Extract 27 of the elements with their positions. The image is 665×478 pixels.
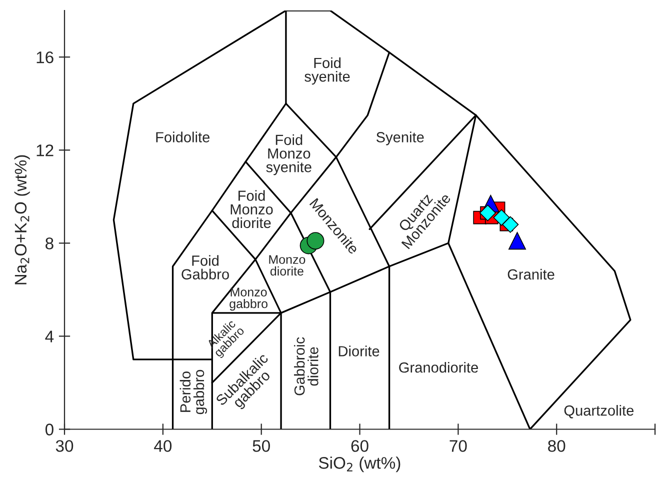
annotation: Granite [508, 268, 554, 280]
annotation: Monzo diorite [269, 255, 306, 276]
x-tick-label: 40 [154, 440, 172, 452]
x-tick-label: 70 [450, 440, 467, 452]
annotation: Foid Monzo syenite [266, 134, 312, 176]
y-tick-label: 8 [46, 238, 54, 250]
annotation: Foid Monzo diorite [230, 190, 273, 228]
x-tick-label: 50 [252, 440, 270, 452]
annotation: Perido gabbro [180, 370, 208, 414]
annotation: Quartzolite [564, 405, 634, 418]
annotation: Foidolite [156, 132, 210, 142]
y-tick-label: 4 [45, 330, 54, 342]
x-tick-label: 60 [351, 440, 368, 452]
annotation: Foid Gabbro [182, 255, 229, 280]
x-axis-title: SiO$_{2}$ (wt%) [318, 456, 400, 472]
annotation: Monzo gabbro [230, 288, 268, 311]
annotation: Granodiorite [399, 362, 478, 373]
y-tick-label: 16 [36, 51, 54, 64]
annotation: Diorite [338, 346, 380, 356]
y-axis-title: Na$_{2}$O+K$_{2}$O (wt%) [14, 155, 30, 284]
annotation: Syenite [376, 132, 424, 146]
y-tick-label: 0 [45, 424, 54, 436]
annotation: Foid syenite [304, 57, 350, 85]
y-tick-label: 12 [36, 144, 54, 156]
x-tick-label: 80 [548, 440, 566, 452]
annotation: Gabbroic diorite [294, 337, 318, 396]
x-tick-label: 30 [56, 440, 74, 452]
